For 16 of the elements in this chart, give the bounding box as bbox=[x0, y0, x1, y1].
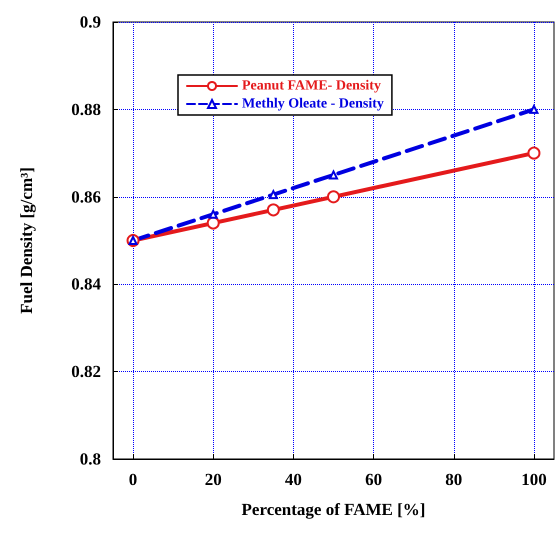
x-tick-label: 20 bbox=[204, 470, 222, 489]
legend-label: Methly Oleate - Density bbox=[242, 96, 384, 112]
y-tick-label: 0.9 bbox=[80, 12, 101, 32]
x-axis-title: Percentage of FAME [%] bbox=[242, 500, 426, 519]
x-tick-label: 80 bbox=[445, 470, 462, 489]
x-tick-label: 60 bbox=[365, 470, 382, 489]
y-axis-title: Fuel Density [g/cm³] bbox=[17, 167, 36, 314]
x-tick-label: 0 bbox=[128, 470, 138, 489]
y-tick-label: 0.84 bbox=[71, 274, 102, 294]
y-tick-label: 0.82 bbox=[71, 362, 101, 382]
legend-label: Peanut FAME- Density bbox=[242, 78, 381, 94]
y-tick-label: 0.8 bbox=[80, 450, 101, 468]
y-tick-label: 0.88 bbox=[71, 100, 101, 119]
x-tick-label: 40 bbox=[284, 470, 302, 489]
x-tick-label: 100 bbox=[521, 470, 547, 489]
y-tick-label: 0.86 bbox=[71, 187, 101, 206]
